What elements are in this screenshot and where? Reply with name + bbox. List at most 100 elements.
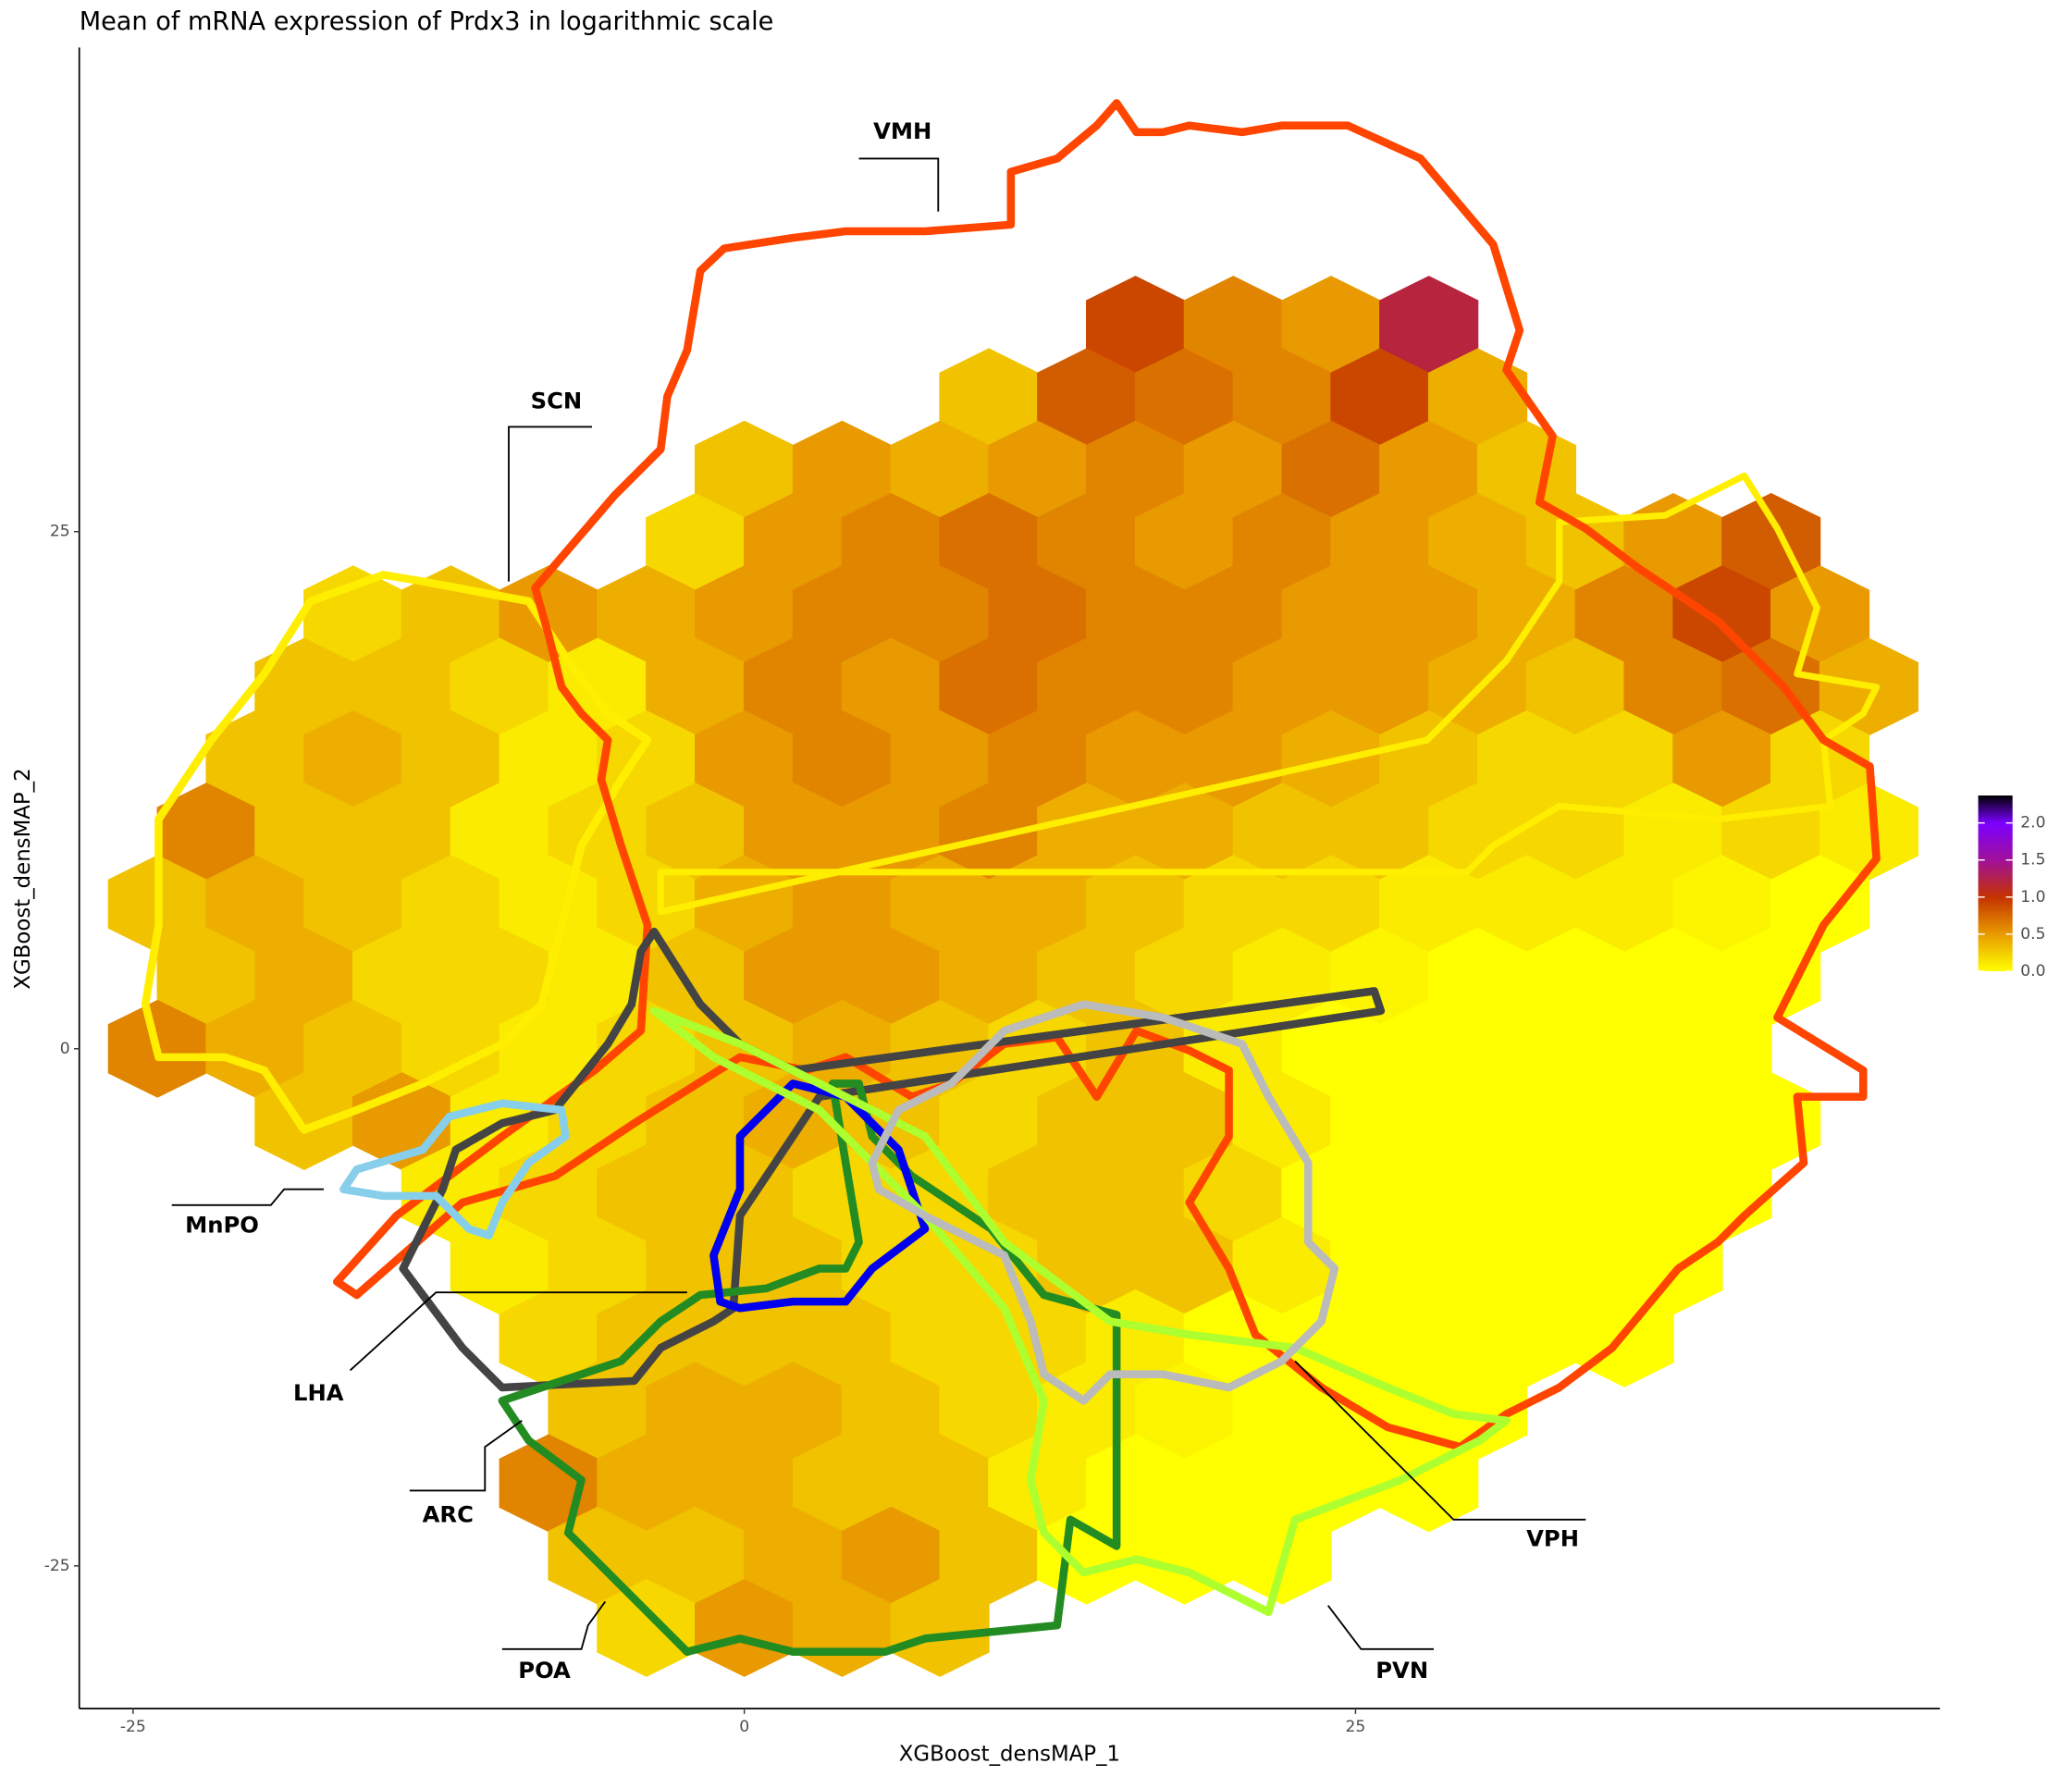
hex [1183,420,1283,519]
hex [1574,1144,1674,1243]
region-label: ARC [423,1501,474,1528]
hex [1086,1144,1186,1243]
hex [205,999,305,1098]
hex [939,783,1039,881]
hex [352,637,452,736]
hex [646,1362,746,1460]
hex [1330,637,1430,736]
colorbar: 0.0 0.5 1.0 1.5 2.0 [1978,796,2046,980]
hex [939,1072,1039,1170]
hex [1232,783,1332,881]
hex [695,420,795,519]
hex [1086,1434,1186,1533]
hex [548,1506,648,1605]
hex [841,493,941,591]
hex [597,855,697,954]
hex [205,709,305,808]
hex [695,855,795,954]
x-tick-label: 0 [739,1718,749,1736]
region-label: VMH [873,117,931,144]
hex [1134,927,1234,1026]
y-tick-label: 0 [60,1040,70,1058]
hex [254,783,354,881]
hex [1623,1216,1723,1315]
hex [646,637,746,736]
hex [988,565,1088,663]
hex [744,783,844,881]
hex [1086,565,1186,663]
hex [939,1362,1039,1460]
hex [1672,565,1772,663]
colorbar-tick-label: 2.0 [2020,814,2045,832]
hex [890,855,990,954]
hex [744,493,844,591]
hex [1232,637,1332,736]
leader-line [409,1419,523,1492]
hex [352,927,452,1026]
hex [1623,1072,1723,1170]
hex [1721,927,1821,1026]
hex [1379,1434,1479,1533]
hex [1428,1216,1528,1315]
hex [744,1506,844,1605]
hex [1770,565,1870,663]
hex [1525,1072,1625,1170]
hex [499,565,598,663]
colorbar-gradient [1978,796,2013,971]
colorbar-tick-label: 1.5 [2020,851,2045,870]
hex [1574,855,1674,954]
hex [1330,783,1430,881]
hex [1623,783,1723,881]
hex [695,565,795,663]
hex [1574,709,1674,808]
hex [890,1289,990,1388]
y-axis-label: XGBoost_densMAP_2 [11,768,35,989]
hex [156,927,256,1026]
hex [1183,855,1283,954]
hex [1134,348,1234,447]
hex [597,1434,697,1533]
region-outline [649,1006,1511,1617]
hex [1672,709,1772,808]
hex [744,927,844,1026]
hex [988,709,1088,808]
hex [1232,348,1332,447]
hex [792,709,892,808]
hex [792,420,892,519]
hex [156,783,256,881]
hex [890,1434,990,1533]
hex [939,1216,1039,1315]
y-tick-label: -25 [44,1557,70,1575]
hex [548,1216,648,1315]
hex [1281,565,1381,663]
hex [1281,855,1381,954]
hex [695,1434,795,1533]
hex [744,637,844,736]
hex [792,1434,892,1533]
hex [988,1434,1088,1533]
hex [1330,348,1430,447]
hex [1770,855,1870,954]
region-outline [339,1099,570,1240]
hex [1330,493,1430,591]
hex [1428,1362,1528,1460]
leader-line [501,1600,607,1650]
leader-line [171,1188,324,1206]
hex [1037,1072,1137,1170]
hex [1183,1434,1283,1533]
hex [1476,709,1577,808]
hex [939,637,1039,736]
hex [1037,637,1137,736]
region-outline [709,1079,930,1313]
hex [1525,1216,1625,1315]
hex [1086,709,1186,808]
hex [1281,1289,1381,1388]
hex [1134,493,1234,591]
hex [401,999,500,1098]
hex [890,1579,990,1677]
leader-line [1326,1605,1434,1650]
hex [890,565,990,663]
hex [988,1144,1088,1243]
hex [548,927,648,1026]
